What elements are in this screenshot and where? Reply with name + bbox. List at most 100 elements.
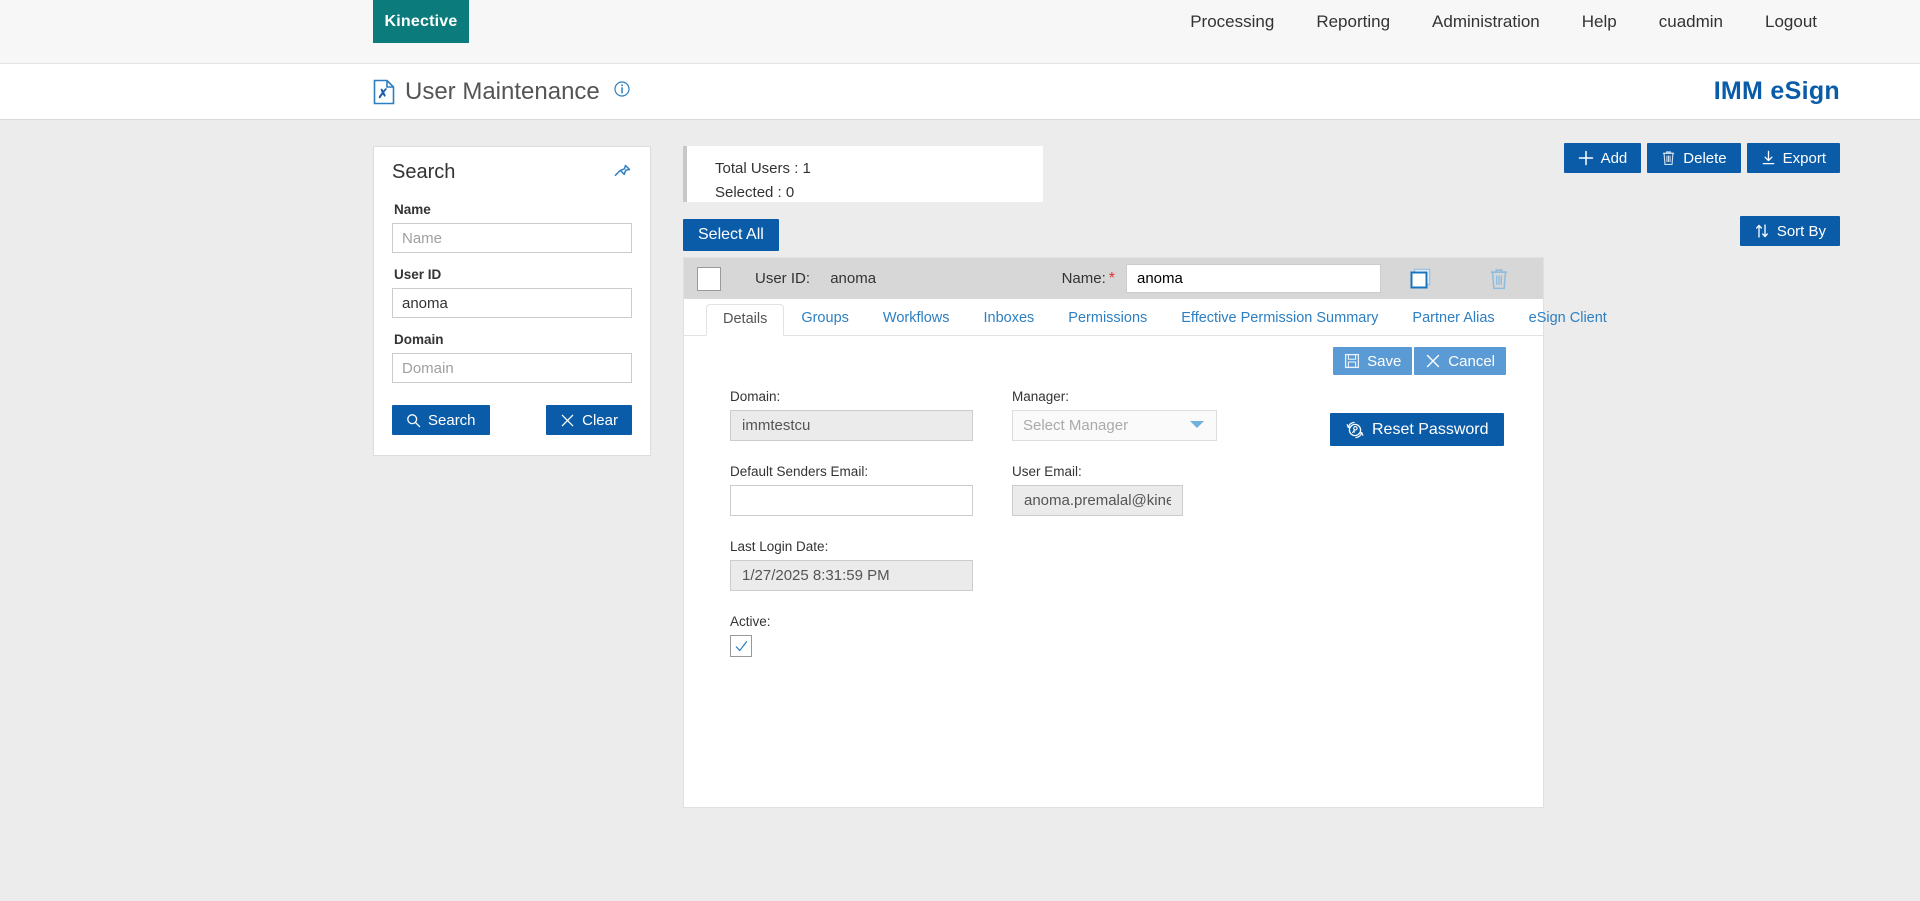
save-button[interactable]: Save: [1333, 347, 1413, 375]
save-cancel-bar: Save Cancel: [684, 336, 1543, 375]
page-title-bar: ✗ User Maintenance IMM eSign: [0, 64, 1920, 120]
details-form: Domain: Default Senders Email: Last Logi…: [684, 375, 1543, 675]
search-button[interactable]: Search: [392, 405, 490, 435]
clear-button[interactable]: Clear: [546, 405, 632, 435]
nav-item-administration[interactable]: Administration: [1432, 12, 1540, 31]
nav-item-cuadmin[interactable]: cuadmin: [1658, 12, 1723, 31]
manager-select[interactable]: Select Manager: [1012, 410, 1217, 441]
search-heading: Search: [392, 161, 456, 183]
user-email-label: User Email:: [1012, 464, 1082, 479]
last-login-input: [730, 560, 973, 591]
manager-label: Manager:: [1012, 389, 1070, 404]
active-field: Active:: [730, 614, 1010, 657]
form-column-middle: Manager: Select Manager User Email:: [1012, 389, 1292, 539]
tab-effective-permission-summary[interactable]: Effective Permission Summary: [1181, 310, 1379, 326]
nav-item-reporting[interactable]: Reporting: [1316, 12, 1391, 31]
user-row-checkbox[interactable]: [697, 266, 721, 291]
close-icon: [560, 413, 575, 428]
name-field-label: Name: [394, 202, 431, 217]
user-id-label: User ID:: [755, 270, 811, 287]
form-column-right: Reset Password: [1330, 413, 1504, 446]
senders-email-field: Default Senders Email:: [730, 464, 1010, 516]
manager-selected-value: Select Manager: [1023, 417, 1129, 434]
sort-arrows-icon: [1754, 223, 1770, 239]
add-button-label: Add: [1600, 149, 1628, 167]
export-button[interactable]: Export: [1746, 143, 1840, 173]
toolbar-actions: Add Delete Export: [1563, 143, 1840, 173]
active-label: Active:: [730, 614, 771, 629]
nav-item-logout[interactable]: Logout: [1765, 12, 1817, 31]
nav-item-help[interactable]: Help: [1581, 12, 1617, 31]
tab-details[interactable]: Details: [706, 304, 785, 336]
cancel-x-icon: [1425, 353, 1441, 369]
required-asterisk: *: [1108, 269, 1115, 287]
info-icon[interactable]: [614, 81, 630, 102]
imm-esign-brand: IMM eSign: [1713, 77, 1840, 105]
senders-email-input[interactable]: [730, 485, 973, 516]
userid-field-label: User ID: [394, 267, 442, 282]
tab-permissions[interactable]: Permissions: [1068, 310, 1148, 326]
sort-by-label: Sort By: [1776, 222, 1826, 240]
active-checkbox[interactable]: [730, 635, 752, 657]
clear-button-label: Clear: [582, 411, 618, 429]
svg-text:✗: ✗: [378, 86, 389, 101]
search-field-domain: Domain: [392, 332, 632, 383]
cancel-button-label: Cancel: [1448, 352, 1495, 370]
document-x-icon: ✗: [373, 79, 395, 105]
search-userid-input[interactable]: [392, 288, 632, 318]
search-button-label: Search: [428, 411, 476, 429]
selected-count-text: Selected : 0: [715, 184, 795, 201]
search-name-input[interactable]: [392, 223, 632, 253]
cancel-button[interactable]: Cancel: [1414, 347, 1506, 375]
row-delete-icon[interactable]: [1488, 267, 1510, 291]
search-domain-input[interactable]: [392, 353, 632, 383]
reset-password-label: Reset Password: [1372, 420, 1489, 438]
domain-field: Domain:: [730, 389, 1010, 441]
search-panel-header: Search: [392, 161, 632, 184]
user-row: User ID: anoma Name: *: [684, 258, 1543, 299]
tab-inboxes[interactable]: Inboxes: [983, 310, 1035, 326]
results-summary-panel: Total Users : 1 Selected : 0: [683, 146, 1043, 202]
total-users-text: Total Users : 1: [715, 160, 811, 177]
search-panel-actions: Search Clear: [392, 405, 632, 435]
select-all-button[interactable]: Select All: [683, 219, 779, 251]
tab-partner-alias[interactable]: Partner Alias: [1412, 310, 1495, 326]
copy-icon[interactable]: [1408, 266, 1434, 292]
plus-icon: [1578, 150, 1594, 166]
page-title: User Maintenance: [405, 77, 600, 105]
last-login-field: Last Login Date:: [730, 539, 1010, 591]
search-icon: [406, 413, 421, 428]
tab-groups[interactable]: Groups: [801, 310, 849, 326]
search-field-name: Name: [392, 202, 632, 253]
key-refresh-icon: [1345, 420, 1365, 440]
main-content: Search Name User ID Domain: [0, 120, 1920, 901]
chevron-down-icon: [1188, 417, 1206, 434]
select-all-row: Select All: [683, 219, 779, 251]
sort-by-wrap: Sort By: [1739, 216, 1840, 246]
nav-item-processing[interactable]: Processing: [1190, 12, 1275, 31]
tab-esign-client[interactable]: eSign Client: [1528, 310, 1607, 326]
reset-password-button[interactable]: Reset Password: [1330, 413, 1504, 446]
user-email-input: [1012, 485, 1183, 516]
add-button[interactable]: Add: [1563, 143, 1642, 173]
sort-by-button[interactable]: Sort By: [1739, 216, 1840, 246]
user-detail-card: User ID: anoma Name: *: [683, 257, 1607, 808]
detail-tabs: Details Groups Workflows Inboxes Permiss…: [684, 299, 1607, 336]
page-title-group: ✗ User Maintenance: [373, 78, 630, 106]
search-field-userid: User ID: [392, 267, 632, 318]
user-id-group: User ID: anoma: [755, 270, 876, 287]
delete-button-label: Delete: [1683, 149, 1727, 167]
user-email-field: User Email:: [1012, 464, 1292, 516]
search-panel: Search Name User ID Domain: [373, 146, 651, 456]
name-label: Name:: [1061, 270, 1106, 287]
kinective-logo[interactable]: Kinective: [373, 0, 469, 43]
form-column-left: Domain: Default Senders Email: Last Logi…: [730, 389, 1010, 657]
delete-button[interactable]: Delete: [1647, 143, 1741, 173]
download-icon: [1761, 150, 1776, 166]
user-name-input[interactable]: [1126, 264, 1381, 293]
last-login-label: Last Login Date:: [730, 539, 829, 554]
tab-workflows[interactable]: Workflows: [882, 310, 950, 326]
user-name-group: Name: *: [1062, 264, 1543, 293]
manager-field: Manager: Select Manager: [1012, 389, 1292, 441]
pin-icon[interactable]: [612, 163, 632, 183]
